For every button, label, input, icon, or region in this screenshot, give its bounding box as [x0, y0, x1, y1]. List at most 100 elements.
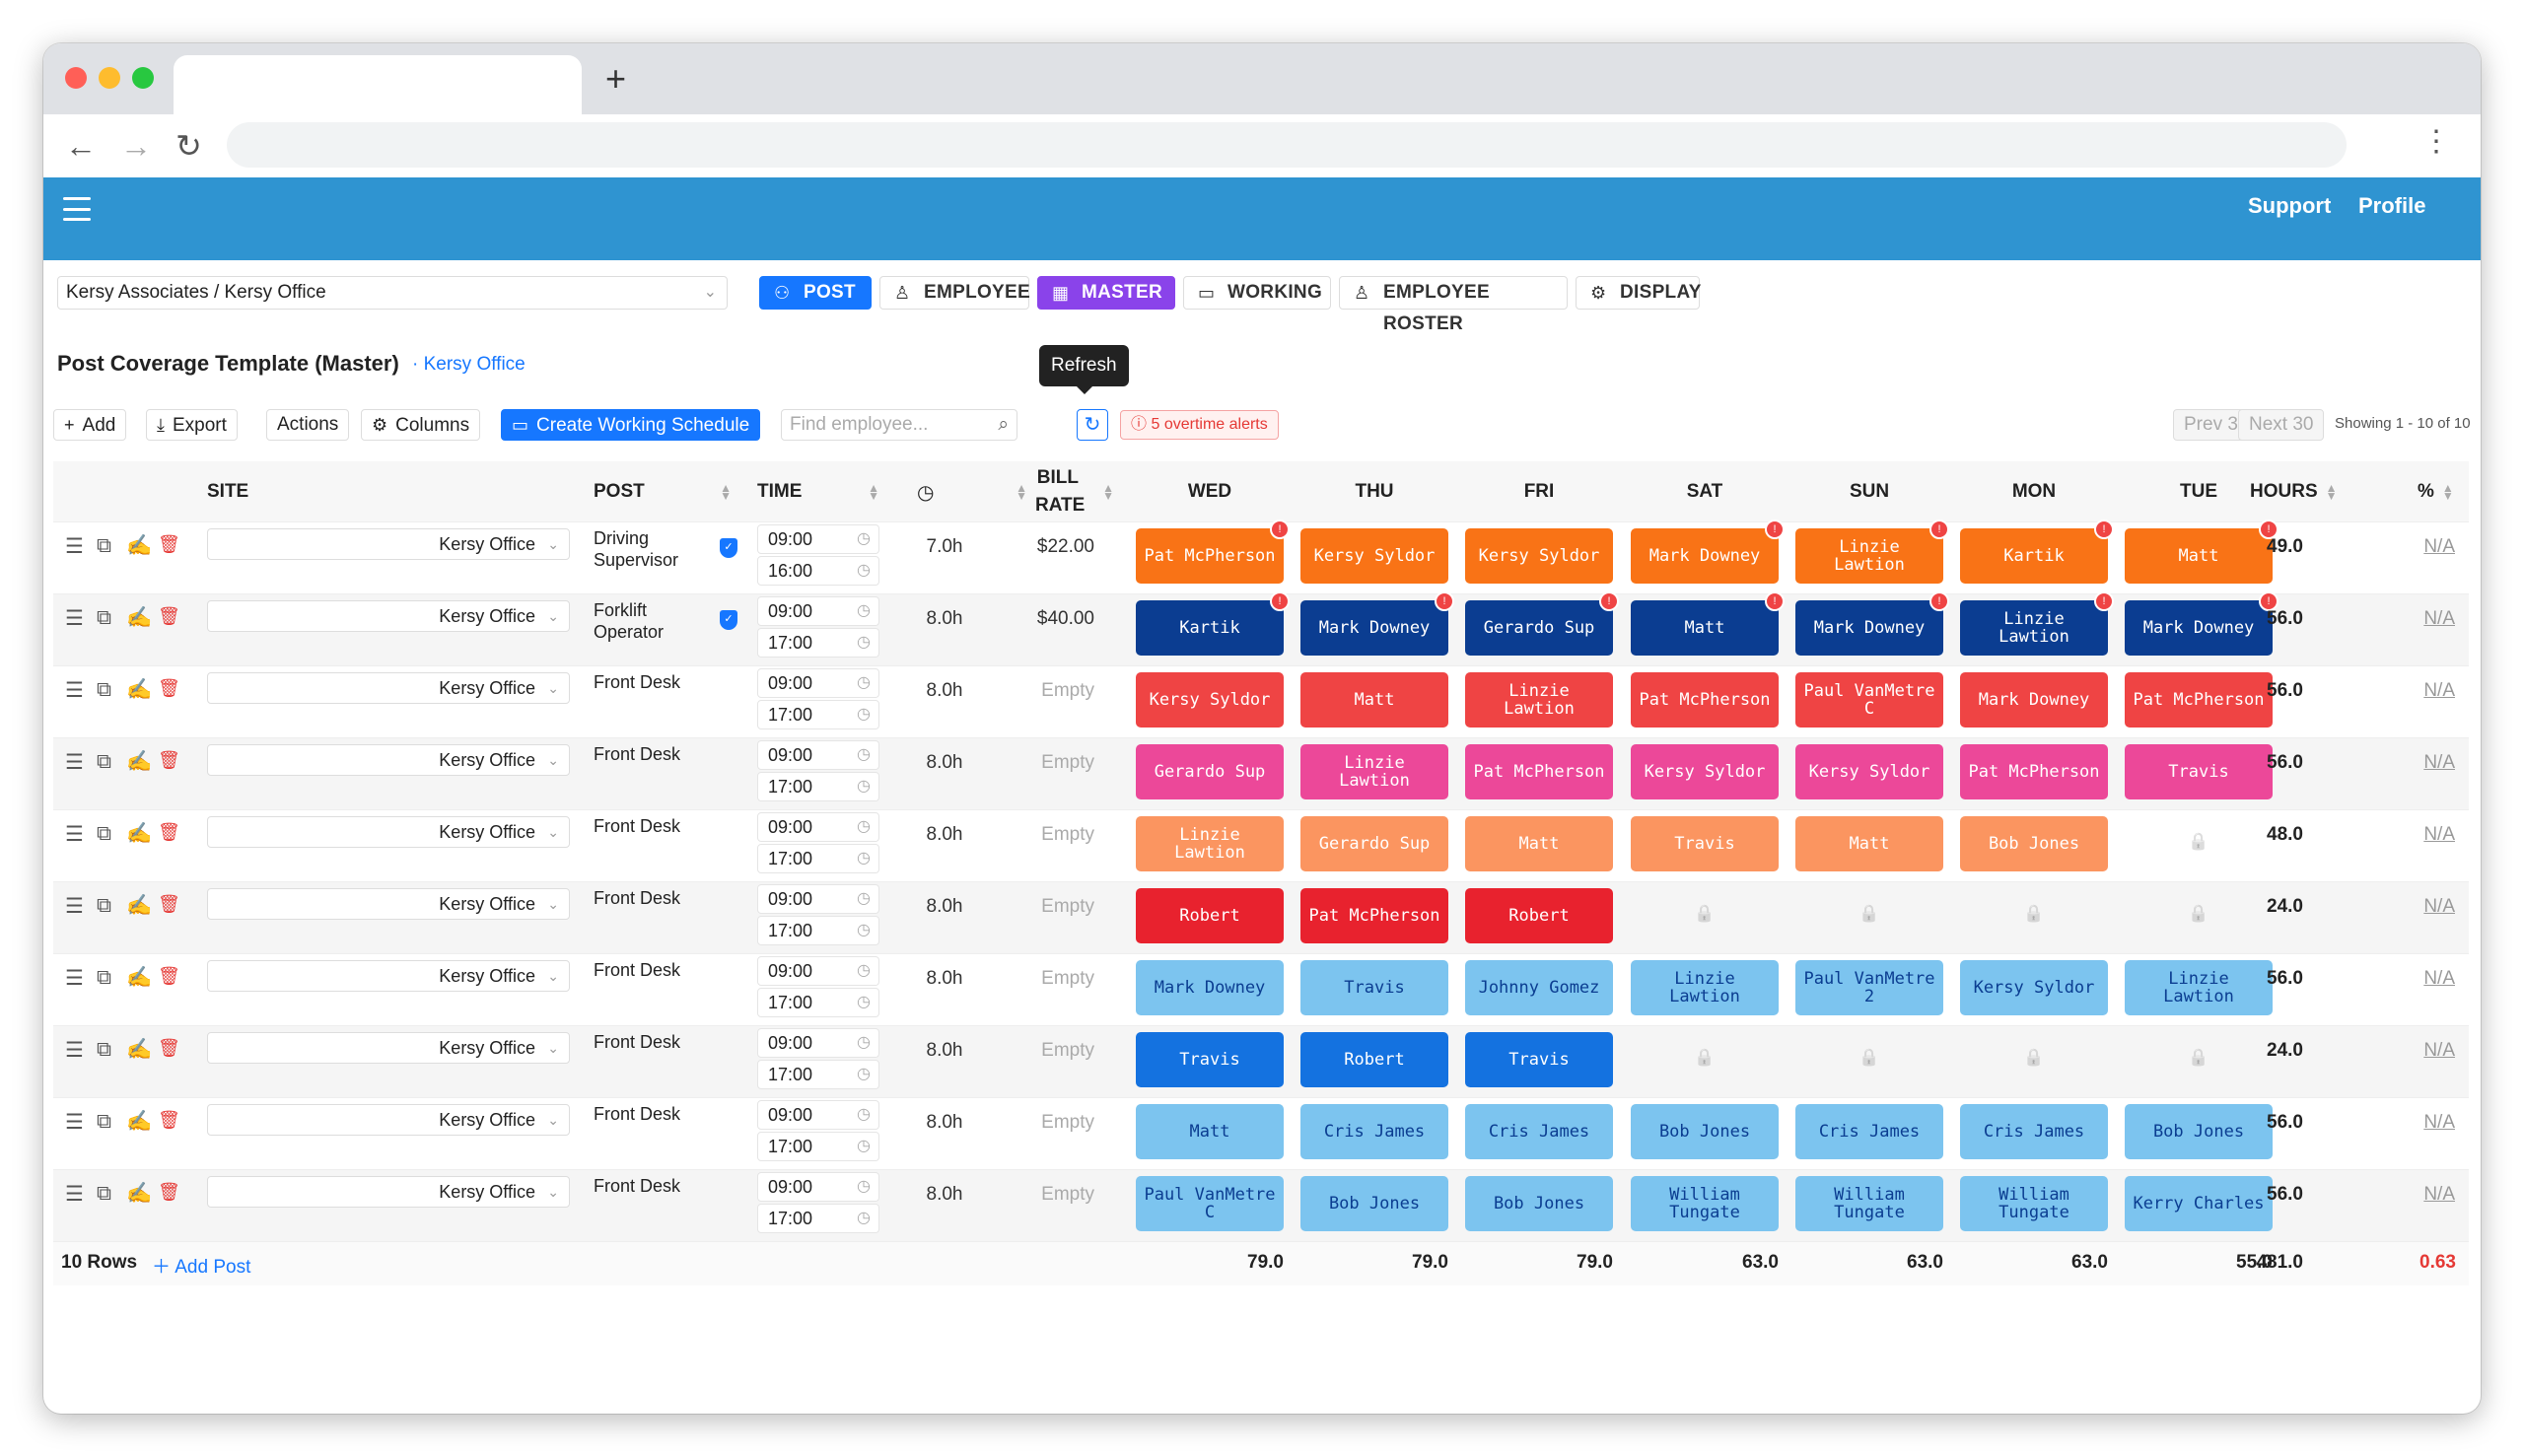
reload-icon[interactable]: ↻ [175, 128, 202, 164]
site-select[interactable]: Kersy Office ⌄ [207, 600, 570, 632]
assign-icon[interactable]: ✍ [126, 966, 153, 989]
shift-chip[interactable]: Pat McPherson [1631, 672, 1779, 728]
column-header-post[interactable]: POST ▲ ▼ [594, 461, 732, 522]
shift-chip[interactable]: Mark Downey [1136, 960, 1284, 1015]
column-header-day[interactable]: TUE [2180, 481, 2217, 502]
new-tab-icon[interactable]: + [605, 58, 627, 99]
row-percent[interactable]: N/A [2423, 680, 2455, 701]
time-start-input[interactable]: 09:00 ◷ [757, 524, 879, 554]
shift-chip[interactable]: Kersy Syldor [1795, 744, 1943, 799]
copy-icon[interactable]: ⧉ [97, 1182, 111, 1205]
profile-link[interactable]: Profile [2358, 193, 2426, 218]
row-percent[interactable]: N/A [2423, 1184, 2455, 1205]
url-field[interactable] [227, 122, 2347, 168]
time-start-input[interactable]: 09:00 ◷ [757, 884, 879, 914]
shift-chip[interactable]: Bob Jones [1465, 1176, 1613, 1231]
assign-icon[interactable]: ✍ [126, 678, 153, 701]
shift-chip[interactable]: Linzie Lawtion! [1795, 520, 1949, 584]
time-start-input[interactable]: 09:00 ◷ [757, 812, 879, 842]
site-select[interactable]: Kersy Office ⌄ [207, 1176, 570, 1208]
sort-icon[interactable]: ▲ ▼ [720, 481, 732, 503]
sort-icon[interactable]: ▲ ▼ [2325, 481, 2338, 503]
drag-handle-icon[interactable]: ☰ [65, 823, 84, 846]
column-header-bill-rate[interactable]: BILL RATE ▲ ▼ [1035, 461, 1114, 522]
shift-chip[interactable]: Kersy Syldor [1960, 960, 2108, 1015]
shift-chip[interactable]: Mark Downey! [1795, 591, 1949, 656]
shift-chip[interactable]: Travis [1631, 816, 1779, 871]
shift-chip[interactable]: William Tungate [1795, 1176, 1943, 1231]
time-end-input[interactable]: 17:00 ◷ [757, 1132, 879, 1161]
browser-tab[interactable] [174, 55, 582, 114]
assign-icon[interactable]: ✍ [126, 1110, 153, 1133]
assign-icon[interactable]: ✍ [126, 1038, 153, 1061]
shift-chip[interactable]: Travis [1136, 1032, 1284, 1087]
view-employee-button[interactable]: ♙ EMPLOYEE [879, 276, 1030, 310]
column-header-day[interactable]: THU [1355, 481, 1394, 502]
shift-chip[interactable]: Gerardo Sup [1136, 744, 1284, 799]
shift-chip[interactable]: Gerardo Sup [1300, 816, 1448, 871]
row-percent[interactable]: N/A [2423, 968, 2455, 989]
shift-chip[interactable]: Bob Jones [1960, 816, 2108, 871]
shift-chip[interactable]: Matt [1136, 1104, 1284, 1159]
zoom-window-button[interactable] [132, 67, 154, 89]
shift-chip[interactable]: Cris James [1795, 1104, 1943, 1159]
shift-chip[interactable]: Bob Jones [2125, 1104, 2273, 1159]
time-end-input[interactable]: 17:00 ◷ [757, 844, 879, 873]
lock-icon[interactable]: 🔒 [1858, 1048, 1880, 1067]
row-percent[interactable]: N/A [2423, 824, 2455, 845]
view-employee-roster-button[interactable]: ♙ EMPLOYEE ROSTER [1339, 276, 1568, 334]
time-start-input[interactable]: 09:00 ◷ [757, 1100, 879, 1130]
shift-chip[interactable]: Pat McPherson [1465, 744, 1613, 799]
column-header-duration[interactable]: ◷ ▲ ▼ [905, 461, 1027, 522]
site-select[interactable]: Kersy Office ⌄ [207, 888, 570, 920]
site-link[interactable]: · Kersy Office [412, 354, 526, 375]
refresh-button[interactable]: ↻ [1077, 409, 1108, 441]
view-display-button[interactable]: ⚙ DISPLAY [1576, 276, 1701, 310]
lock-icon[interactable]: 🔒 [2188, 832, 2209, 851]
shift-chip[interactable]: William Tungate [1960, 1176, 2108, 1231]
shift-chip[interactable]: Cris James [1960, 1104, 2108, 1159]
row-percent[interactable]: N/A [2423, 608, 2455, 629]
export-button[interactable]: ⤓ Export [146, 409, 238, 441]
copy-icon[interactable]: ⧉ [97, 750, 111, 773]
shift-chip[interactable]: Johnny Gomez [1465, 960, 1613, 1015]
time-end-input[interactable]: 17:00 ◷ [757, 988, 879, 1017]
row-percent[interactable]: N/A [2423, 752, 2455, 773]
shift-chip[interactable]: Linzie Lawtion! [1960, 591, 2114, 656]
copy-icon[interactable]: ⧉ [97, 894, 111, 917]
lock-icon[interactable]: 🔒 [2023, 904, 2045, 923]
minimize-window-button[interactable] [99, 67, 120, 89]
find-employee-input[interactable]: Find employee... ⌕ [781, 409, 1017, 441]
close-window-button[interactable] [65, 67, 87, 89]
site-select[interactable]: Kersy Office ⌄ [207, 672, 570, 704]
shift-chip[interactable]: Kersy Syldor [1136, 672, 1284, 728]
shift-chip[interactable]: Matt [1795, 816, 1943, 871]
lock-icon[interactable]: 🔒 [1694, 904, 1716, 923]
columns-button[interactable]: ⚙ Columns [361, 409, 481, 441]
shift-chip[interactable]: Linzie Lawtion [2125, 960, 2273, 1015]
forward-arrow-icon[interactable]: → [120, 128, 152, 164]
delete-icon[interactable]: 🗑 [158, 894, 180, 914]
assign-icon[interactable]: ✍ [126, 1182, 153, 1205]
time-end-input[interactable]: 17:00 ◷ [757, 772, 879, 801]
shift-chip[interactable]: Mark Downey! [1631, 520, 1785, 584]
delete-icon[interactable]: 🗑 [158, 534, 180, 554]
site-select[interactable]: Kersy Office ⌄ [207, 816, 570, 848]
shift-chip[interactable]: Pat McPherson! [1136, 520, 1290, 584]
shift-chip[interactable]: Matt [1300, 672, 1448, 728]
column-header-percent[interactable]: % ▲ ▼ [2418, 461, 2461, 522]
time-end-input[interactable]: 16:00 ◷ [757, 556, 879, 586]
delete-icon[interactable]: 🗑 [158, 750, 180, 770]
drag-handle-icon[interactable]: ☰ [65, 535, 84, 558]
copy-icon[interactable]: ⧉ [97, 1110, 111, 1133]
browser-menu-icon[interactable]: ⋮ [2421, 125, 2451, 158]
delete-icon[interactable]: 🗑 [158, 822, 180, 842]
shift-chip[interactable]: Matt! [1631, 591, 1785, 656]
shift-chip[interactable]: Mark Downey! [1300, 591, 1454, 656]
site-select[interactable]: Kersy Office ⌄ [207, 1104, 570, 1136]
assign-icon[interactable]: ✍ [126, 894, 153, 917]
drag-handle-icon[interactable]: ☰ [65, 679, 84, 702]
shift-chip[interactable]: Matt! [2125, 520, 2279, 584]
time-start-input[interactable]: 09:00 ◷ [757, 1028, 879, 1058]
shift-chip[interactable]: William Tungate [1631, 1176, 1779, 1231]
